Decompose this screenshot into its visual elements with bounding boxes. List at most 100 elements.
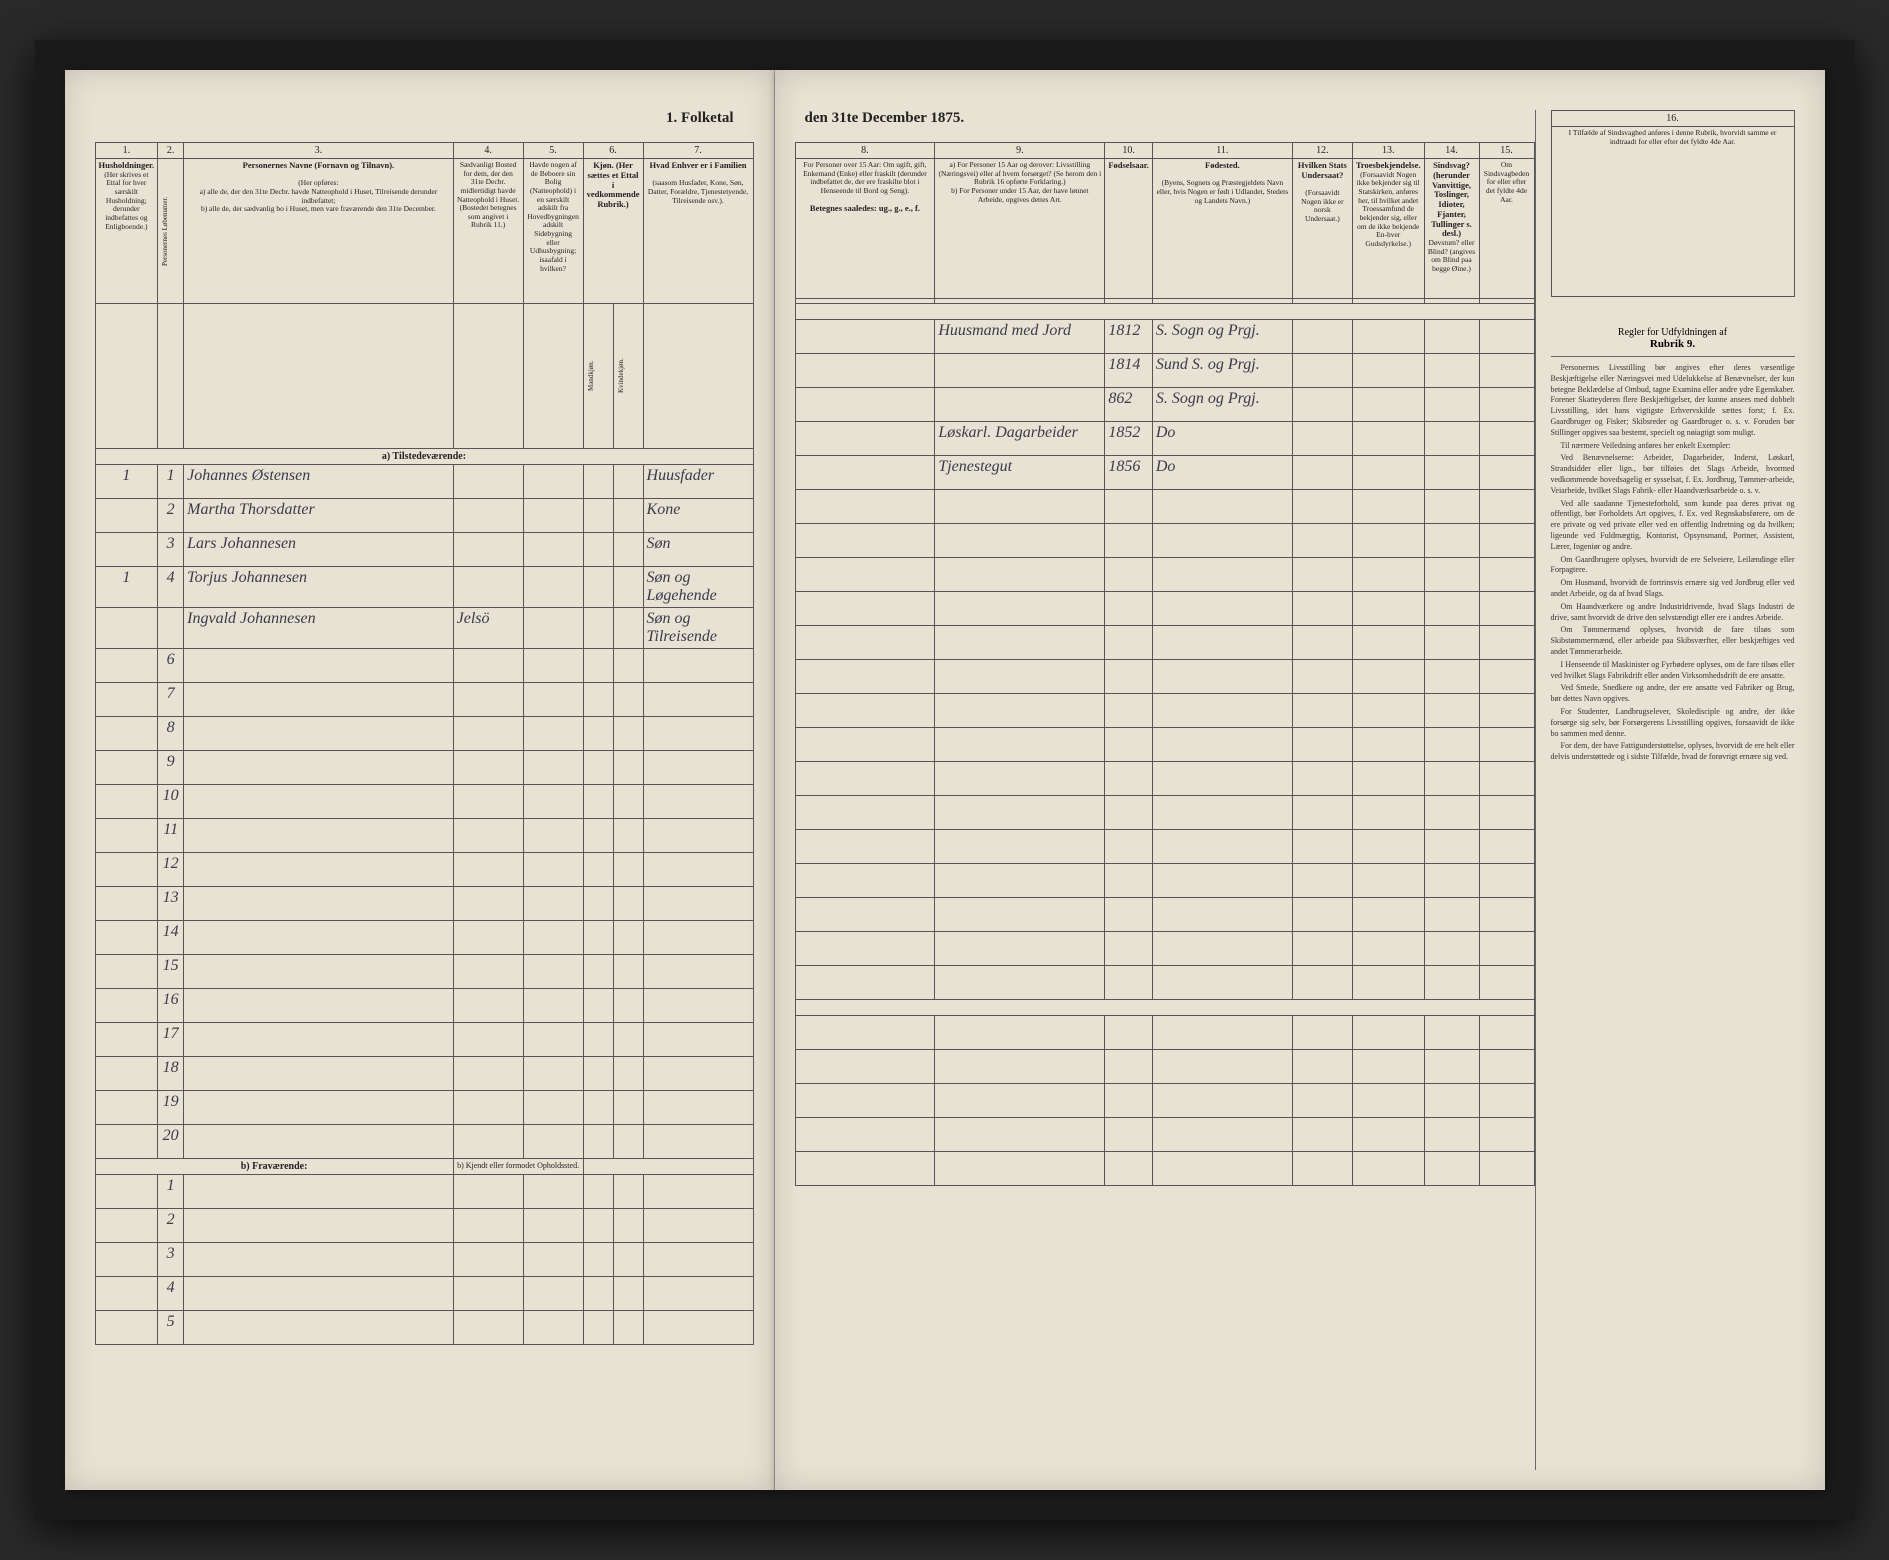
page-title-left: 1. Folketal — [95, 110, 754, 127]
ledger-table-left: 1. 2. 3. 4. 5. 6. 7. Husholdninger. (Her… — [95, 142, 754, 1345]
ledger-table-right: 8. 9. 10. 11. 12. 13. 14. 15. For Person… — [795, 142, 1535, 1186]
table-row: Ingvald JohannesenJelsöSøn og Tilreisend… — [95, 608, 753, 649]
cell-citizenship — [1292, 456, 1352, 490]
header-1: Husholdninger. (Her skrives et Ettal for… — [95, 159, 158, 304]
instruction-paragraph: Om Tømmermænd oplyses, hvorvidt de fare … — [1551, 625, 1795, 657]
header-14: Sindsvag? (herunder Vanvittige, Toslinge… — [1424, 159, 1479, 299]
household-num — [95, 533, 158, 567]
table-row: 13 — [95, 887, 753, 921]
cell-outbuilding — [523, 499, 583, 533]
table-row: 9 — [95, 751, 753, 785]
cell-disability-age — [1479, 320, 1534, 354]
cell-family-role: Søn og Løgehende — [643, 567, 753, 608]
colnum-15: 15. — [1479, 143, 1534, 159]
cell-outbuilding — [523, 567, 583, 608]
cell-birthplace: S. Sogn og Prgj. — [1152, 320, 1292, 354]
table-row — [795, 898, 1534, 932]
colnum-6: 6. — [583, 143, 643, 159]
household-num: 1 — [95, 567, 158, 608]
right-page: den 31te December 1875. 8. 9. 10. 11. 12… — [775, 70, 1825, 1490]
table-row: 7 — [95, 683, 753, 717]
instruction-paragraph: I Henseende til Maskinister og Fyrbødere… — [1551, 660, 1795, 682]
cell-marital — [795, 456, 935, 490]
cell-residence — [453, 465, 523, 499]
table-row: 2Martha ThorsdatterKone — [95, 499, 753, 533]
table-row — [795, 1016, 1534, 1050]
table-row: 1814Sund S. og Prgj. — [795, 354, 1534, 388]
table-row — [795, 660, 1534, 694]
table-row — [795, 694, 1534, 728]
instruction-paragraph: Ved alle saadanne Tjenesteforhold, som k… — [1551, 499, 1795, 553]
section-b-right — [795, 1000, 1534, 1016]
cell-birthyear: 1814 — [1105, 354, 1153, 388]
table-row — [795, 1152, 1534, 1186]
table-row: 8 — [95, 717, 753, 751]
cell-family-role: Kone — [643, 499, 753, 533]
header-8: For Personer over 15 Aar: Om ugift, gift… — [795, 159, 935, 299]
header-16: I Tilfælde af Sindsvaghed anføres i denn… — [1551, 127, 1794, 297]
instruction-paragraph: Personernes Livsstilling bør angives eft… — [1551, 363, 1795, 439]
cell-family-role: Huusfader — [643, 465, 753, 499]
cell-female — [613, 567, 643, 608]
cell-female — [613, 608, 643, 649]
cell-disability — [1424, 422, 1479, 456]
colnum-5: 5. — [523, 143, 583, 159]
table-row — [795, 490, 1534, 524]
cell-residence: Jelsö — [453, 608, 523, 649]
table-row: Huusmand med Jord1812S. Sogn og Prgj. — [795, 320, 1534, 354]
person-name: Torjus Johannesen — [184, 567, 453, 608]
table-row: 6 — [95, 649, 753, 683]
table-row: 5 — [95, 1311, 753, 1345]
right-page-main: den 31te December 1875. 8. 9. 10. 11. 12… — [795, 110, 1535, 1470]
colnum-9: 9. — [935, 143, 1105, 159]
cell-residence — [453, 567, 523, 608]
cell-disability — [1424, 354, 1479, 388]
cell-occupation: Løskarl. Dagarbeider — [935, 422, 1105, 456]
cell-marital — [795, 422, 935, 456]
instruction-paragraph: Ved Smede, Snedkere og andre, der ere an… — [1551, 683, 1795, 705]
instruction-paragraph: Til nærmere Veiledning anføres her enkel… — [1551, 441, 1795, 452]
subheader-row: Mandkjøn. Kvindekjøn. — [95, 304, 753, 449]
cell-religion — [1352, 354, 1424, 388]
household-num — [95, 499, 158, 533]
instruction-paragraph: For Studenter, Landbrugselever, Skoledis… — [1551, 707, 1795, 739]
cell-outbuilding — [523, 533, 583, 567]
cell-male — [583, 608, 613, 649]
header-5: Havde nogen af de Beboere sin Bolig (Nat… — [523, 159, 583, 304]
header-row-left: Husholdninger. (Her skrives et Ettal for… — [95, 159, 753, 304]
instructions-sidebar: 16. I Tilfælde af Sindsvaghed anføres i … — [1535, 110, 1795, 1470]
table-row: 4 — [95, 1277, 753, 1311]
table-row: 14Torjus JohannesenSøn og Løgehende — [95, 567, 753, 608]
table-row — [795, 932, 1534, 966]
table-row — [795, 1050, 1534, 1084]
table-row: 3Lars JohannesenSøn — [95, 533, 753, 567]
section-a: a) Tilstedeværende: — [95, 449, 753, 465]
table-row — [795, 762, 1534, 796]
colnum-4: 4. — [453, 143, 523, 159]
header-row-right: For Personer over 15 Aar: Om ugift, gift… — [795, 159, 1534, 299]
header-9: a) For Personer 15 Aar og derover: Livss… — [935, 159, 1105, 299]
table-row — [795, 592, 1534, 626]
section-a-right — [795, 304, 1534, 320]
table-row: 10 — [95, 785, 753, 819]
instruction-paragraph: Om Haandværkere og andre Industridrivend… — [1551, 602, 1795, 624]
colnum-14: 14. — [1424, 143, 1479, 159]
cell-citizenship — [1292, 422, 1352, 456]
table-row: 3 — [95, 1243, 753, 1277]
household-num: 1 — [95, 465, 158, 499]
cell-birthyear: 1852 — [1105, 422, 1153, 456]
instruction-paragraph: Om Gaardbrugere oplyses, hvorvidt de ere… — [1551, 555, 1795, 577]
colnum-2: 2. — [158, 143, 184, 159]
cell-occupation: Tjenestegut — [935, 456, 1105, 490]
cell-male — [583, 499, 613, 533]
left-page: 1. Folketal 1. 2. 3. 4. 5. 6. 7. Hushold… — [65, 70, 775, 1490]
header-6a: Mandkjøn. — [583, 304, 613, 449]
table-row: Tjenestegut1856Do — [795, 456, 1534, 490]
table-row: 18 — [95, 1057, 753, 1091]
cell-religion — [1352, 422, 1424, 456]
cell-occupation — [935, 354, 1105, 388]
cell-female — [613, 499, 643, 533]
cell-religion — [1352, 388, 1424, 422]
colnum-12: 12. — [1292, 143, 1352, 159]
cell-disability — [1424, 456, 1479, 490]
